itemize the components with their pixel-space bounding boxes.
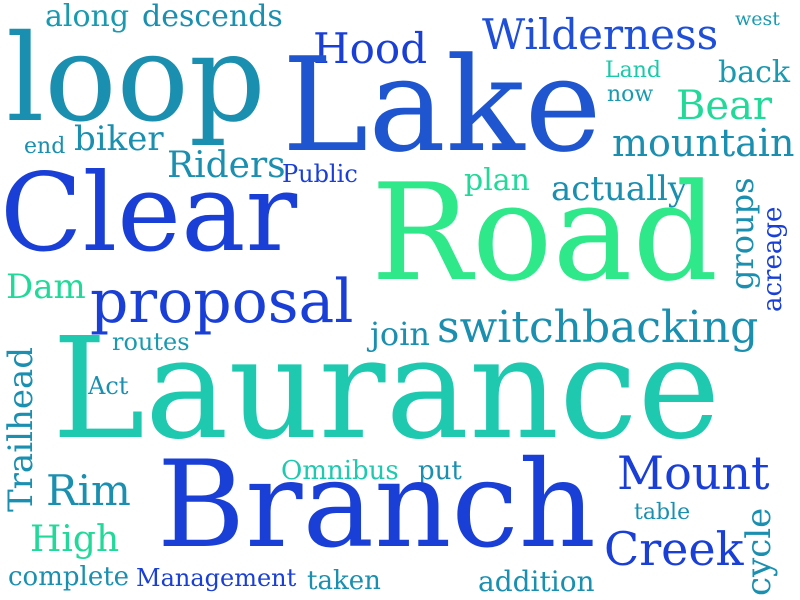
word-cycle: cycle: [739, 507, 779, 596]
word-switchbacking: switchbacking: [437, 302, 759, 353]
word-addition: addition: [478, 565, 595, 598]
word-now: now: [607, 82, 654, 107]
word-groups: groups: [723, 177, 761, 290]
word-land: Land: [605, 58, 661, 83]
word-descends: descends: [142, 0, 283, 34]
word-acreage: acreage: [758, 206, 788, 312]
word-along: along: [45, 0, 130, 34]
word-complete: complete: [8, 562, 130, 592]
word-branch: Branch: [157, 436, 596, 575]
word-laurance: Laurance: [52, 308, 721, 471]
word-west: west: [735, 8, 780, 30]
word-act: Act: [88, 372, 129, 400]
word-taken: taken: [307, 566, 381, 596]
word-loop: loop: [6, 10, 266, 149]
word-put: put: [418, 456, 462, 486]
word-creek: Creek: [604, 522, 744, 576]
word-rim: Rim: [46, 466, 131, 515]
word-public: Public: [282, 160, 358, 188]
word-wilderness: Wilderness: [482, 10, 719, 59]
word-road: Road: [371, 155, 719, 311]
word-routes: routes: [112, 328, 190, 356]
word-mount: Mount: [617, 446, 770, 500]
word-hood: Hood: [313, 24, 428, 73]
word-biker: biker: [74, 119, 164, 159]
word-table: table: [634, 500, 691, 525]
word-trailhead: Trailhead: [1, 346, 41, 512]
word-lake: Lake: [282, 29, 602, 181]
word-clear: Clear: [0, 151, 298, 276]
word-proposal: proposal: [90, 267, 354, 337]
word-riders: Riders: [167, 145, 286, 186]
word-actually: actually: [551, 169, 688, 209]
word-end: end: [24, 134, 66, 159]
word-mountain: mountain: [612, 121, 795, 165]
word-plan: plan: [464, 163, 531, 198]
word-high: High: [30, 519, 120, 560]
word-dam: Dam: [6, 267, 86, 307]
word-omnibus: Omnibus: [281, 456, 399, 486]
word-management: Management: [136, 564, 297, 592]
word-bear: Bear: [676, 83, 773, 129]
word-join: join: [370, 315, 431, 353]
word-back: back: [718, 55, 791, 90]
